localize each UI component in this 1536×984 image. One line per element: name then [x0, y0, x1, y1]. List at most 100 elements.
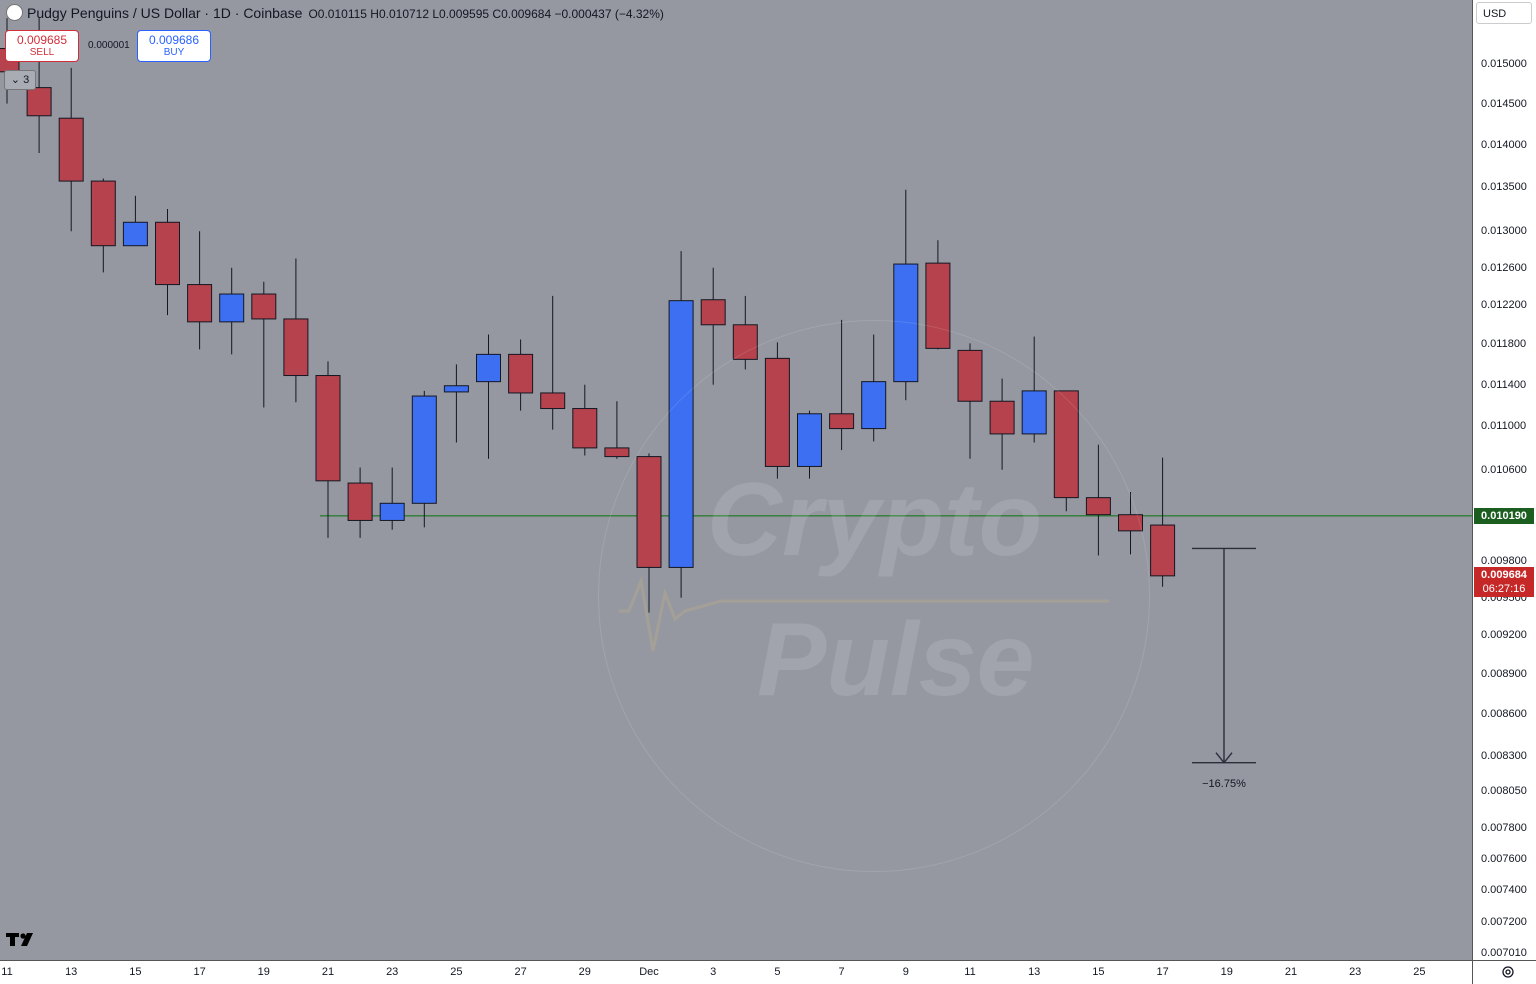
price-tick-label: 0.012200	[1481, 299, 1527, 312]
time-tick-label: 19	[1220, 966, 1233, 978]
price-tick-label: 0.007010	[1481, 947, 1527, 959]
candle-countdown: 06:27:16	[1482, 583, 1526, 596]
sell-button[interactable]: 0.009685 SELL	[5, 30, 79, 62]
price-tick-label: 0.007800	[1481, 822, 1527, 835]
price-tick-label: 0.012600	[1481, 261, 1527, 274]
symbol-logo-icon	[6, 4, 23, 21]
candle-nov-25	[443, 364, 469, 443]
price-axis[interactable]: 0.015000 0.014500 0.014000 0.013500 0.013000…	[1472, 0, 1536, 960]
sell-label: SELL	[29, 47, 55, 58]
time-tick-label: 23	[1349, 966, 1362, 978]
price-tick-label: 0.015000	[1481, 58, 1527, 70]
candle-body	[90, 180, 116, 247]
candle-nov-12	[26, 18, 52, 154]
price-tick-label: 0.007600	[1481, 852, 1527, 865]
indicators-count: 3	[23, 74, 30, 86]
symbol-title[interactable]: Pudgy Penguins / US Dollar · 1D · Coinba…	[27, 5, 303, 21]
candle-nov-28	[540, 295, 566, 430]
price-tick-label: 0.014500	[1481, 97, 1527, 110]
price-tick-label: 0.008050	[1481, 785, 1527, 798]
candle-body	[251, 293, 277, 320]
time-tick-label: 5	[774, 966, 781, 978]
price-tick-label: 0.011800	[1481, 338, 1527, 351]
time-tick-label: 21	[321, 966, 335, 978]
price-tick-label: 0.008900	[1481, 668, 1527, 681]
time-tick-label: 25	[1413, 966, 1426, 978]
tradingview-logo-icon[interactable]	[6, 930, 40, 948]
candle-body	[283, 318, 309, 377]
candle-dec-3	[700, 267, 726, 385]
time-tick-label: 15	[129, 966, 142, 978]
measure-arrow-right[interactable]	[1223, 752, 1233, 764]
candle-nov-26	[476, 334, 501, 459]
time-tick-label: 11	[964, 966, 976, 978]
candle-nov-21	[315, 361, 341, 538]
candle-nov-22	[347, 467, 373, 538]
price-tick-label: 0.009800	[1481, 555, 1527, 568]
candle-body	[604, 447, 630, 458]
candle-dec-17	[1150, 457, 1176, 587]
time-tick-label: 23	[386, 966, 399, 978]
watermark-text-line2: Pulse	[757, 602, 1035, 718]
watermark-pulse-icon	[619, 575, 1109, 652]
watermark-text-line1: Crypto	[707, 462, 1043, 578]
time-tick-label: 17	[1156, 966, 1169, 978]
time-tick-label: 29	[578, 966, 591, 978]
candle-nov-23	[379, 467, 405, 530]
time-tick-label: 7	[838, 966, 845, 978]
price-tick-label: 0.008600	[1481, 708, 1527, 721]
candle-nov-17	[187, 231, 213, 350]
measure-arrow-left[interactable]	[1215, 752, 1225, 764]
candle-nov-15	[122, 195, 148, 247]
chart-header: Pudgy Penguins / US Dollar · 1D · Coinba…	[6, 4, 664, 21]
indicators-toggle-button[interactable]: ⌄ 3	[4, 70, 36, 90]
settings-icon[interactable]	[1501, 965, 1515, 979]
spread-value: 0.000001	[88, 40, 130, 51]
time-tick-label: 9	[902, 966, 909, 978]
axis-corner	[1472, 960, 1536, 984]
candle-body	[155, 221, 180, 286]
candle-nov-18	[219, 267, 245, 355]
chevron-down-icon: ⌄	[10, 74, 21, 86]
candle-body	[58, 117, 84, 182]
time-axis[interactable]: 11 13 15 17 19 21 23 25 27 29 Dec 3 5 7 9 11 13 15 17 19 21 2…	[0, 960, 1472, 984]
watermark-circle: Crypto Pulse	[598, 320, 1150, 872]
price-tick-label: 0.011400	[1481, 378, 1527, 391]
candle-nov-13	[58, 67, 84, 232]
sell-price: 0.009685	[16, 33, 68, 47]
measure-percent-label: −16.75%	[1202, 777, 1246, 790]
candle-body	[315, 375, 341, 482]
level-price-badge: 0.010190	[1474, 507, 1534, 524]
candle-nov-29	[572, 384, 598, 456]
time-tick-label: 15	[1092, 966, 1105, 978]
candle-body	[219, 293, 245, 323]
time-tick-label: 3	[710, 966, 717, 978]
ohlc-readout: O0.010115 H0.010712 L0.009595 C0.009684 …	[308, 7, 664, 21]
time-tick-label: 27	[514, 966, 527, 978]
candle-nov-20	[283, 258, 309, 403]
candle-body	[122, 221, 148, 247]
currency-select[interactable]: USD	[1476, 2, 1532, 24]
candle-body	[411, 395, 437, 504]
candle-body	[572, 408, 598, 449]
time-tick-label: 21	[1284, 966, 1298, 978]
price-tick-label: 0.013500	[1481, 181, 1527, 194]
candle-body	[476, 353, 501, 383]
candle-body	[540, 392, 566, 410]
candle-body	[26, 87, 52, 117]
candle-body	[347, 482, 373, 521]
time-tick-label: Dec	[639, 966, 659, 978]
candle-nov-14	[90, 178, 116, 273]
buy-label: BUY	[163, 47, 185, 58]
buy-button[interactable]: 0.009686 BUY	[137, 30, 211, 62]
last-price-value: 0.009684	[1481, 569, 1527, 582]
candle-nov-30	[604, 401, 630, 459]
candle-nov-16	[155, 208, 180, 316]
time-tick-label: 17	[193, 966, 206, 978]
candle-body	[700, 299, 726, 326]
price-tick-label: 0.008300	[1481, 749, 1527, 762]
time-tick-label: 13	[1028, 966, 1041, 978]
buy-price: 0.009686	[148, 33, 200, 47]
price-tick-label: 0.014000	[1481, 138, 1527, 151]
candle-body	[187, 284, 213, 323]
